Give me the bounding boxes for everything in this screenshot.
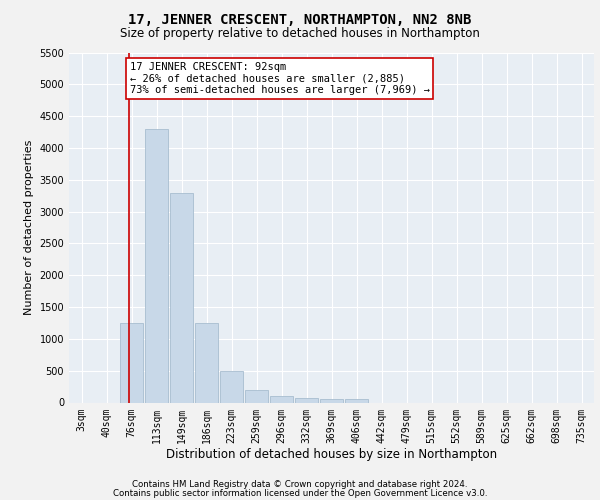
Bar xyxy=(170,192,193,402)
Bar xyxy=(295,398,318,402)
Bar xyxy=(120,323,143,402)
Text: Contains public sector information licensed under the Open Government Licence v3: Contains public sector information licen… xyxy=(113,490,487,498)
Bar xyxy=(195,323,218,402)
Bar xyxy=(270,396,293,402)
Bar xyxy=(145,129,168,402)
Bar xyxy=(320,400,343,402)
X-axis label: Distribution of detached houses by size in Northampton: Distribution of detached houses by size … xyxy=(166,448,497,461)
Text: Size of property relative to detached houses in Northampton: Size of property relative to detached ho… xyxy=(120,28,480,40)
Text: Contains HM Land Registry data © Crown copyright and database right 2024.: Contains HM Land Registry data © Crown c… xyxy=(132,480,468,489)
Text: 17, JENNER CRESCENT, NORTHAMPTON, NN2 8NB: 17, JENNER CRESCENT, NORTHAMPTON, NN2 8N… xyxy=(128,12,472,26)
Bar xyxy=(220,370,243,402)
Bar xyxy=(245,390,268,402)
Y-axis label: Number of detached properties: Number of detached properties xyxy=(24,140,34,315)
Bar xyxy=(345,400,368,402)
Text: 17 JENNER CRESCENT: 92sqm
← 26% of detached houses are smaller (2,885)
73% of se: 17 JENNER CRESCENT: 92sqm ← 26% of detac… xyxy=(130,62,430,95)
